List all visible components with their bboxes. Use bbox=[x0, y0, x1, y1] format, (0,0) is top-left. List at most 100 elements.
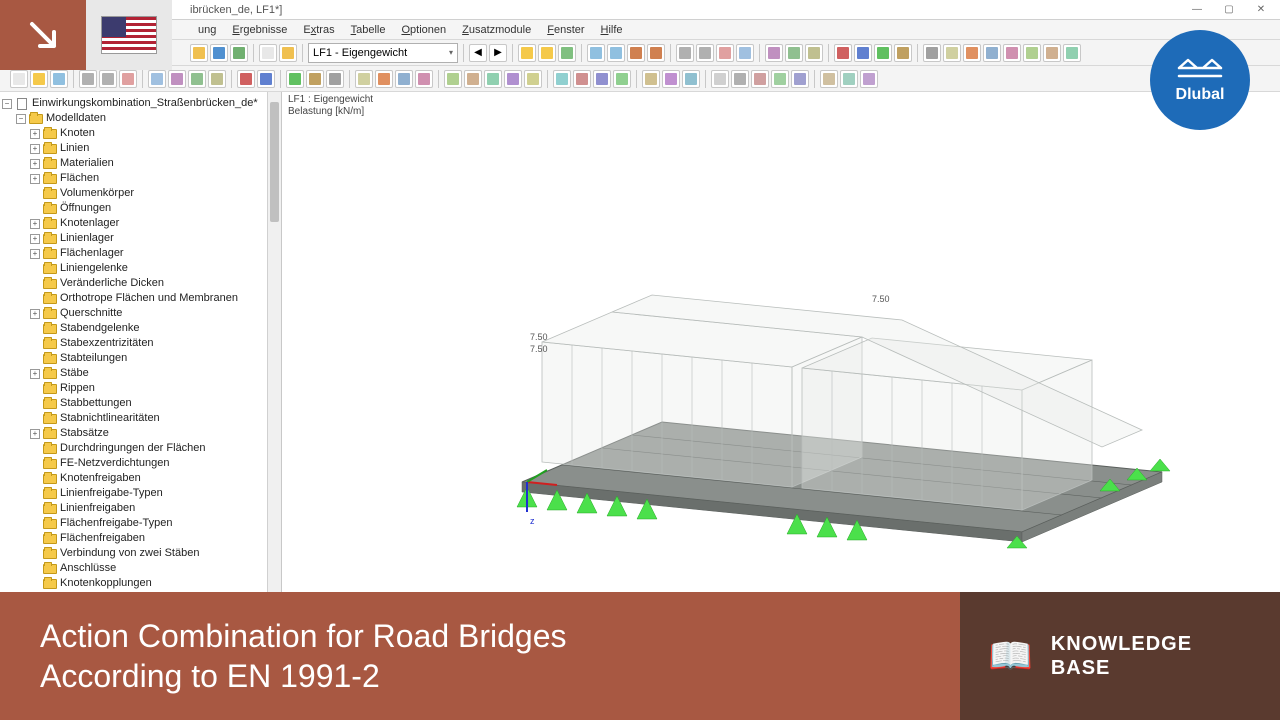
toolbar-button[interactable] bbox=[834, 44, 852, 62]
tree-item[interactable]: Stabendgelenke bbox=[2, 321, 279, 336]
toolbar-button[interactable] bbox=[963, 44, 981, 62]
toolbar-button[interactable] bbox=[148, 70, 166, 88]
toolbar-button[interactable] bbox=[1063, 44, 1081, 62]
toolbar-button[interactable] bbox=[711, 70, 729, 88]
toolbar-button[interactable] bbox=[820, 70, 838, 88]
tree-item[interactable]: Rippen bbox=[2, 381, 279, 396]
toolbar-button[interactable] bbox=[613, 70, 631, 88]
tree-item[interactable]: Knotenfreigaben bbox=[2, 471, 279, 486]
toolbar-button[interactable] bbox=[587, 44, 605, 62]
toolbar-button[interactable] bbox=[10, 70, 28, 88]
toolbar-button[interactable] bbox=[894, 44, 912, 62]
menu-item[interactable]: Fenster bbox=[539, 24, 592, 36]
toolbar-button[interactable] bbox=[464, 70, 482, 88]
toolbar-button[interactable] bbox=[208, 70, 226, 88]
tree-item[interactable]: Knotenkopplungen bbox=[2, 576, 279, 591]
toolbar-button[interactable] bbox=[518, 44, 536, 62]
toolbar-button[interactable] bbox=[50, 70, 68, 88]
toolbar-button[interactable] bbox=[791, 70, 809, 88]
toolbar-button[interactable] bbox=[375, 70, 393, 88]
tree-item[interactable]: Linienfreigabe-Typen bbox=[2, 486, 279, 501]
tree-item[interactable]: +Flächenlager bbox=[2, 246, 279, 261]
tree-item[interactable]: −Einwirkungskombination_Straßenbrücken_d… bbox=[2, 96, 279, 111]
toolbar-button[interactable]: ◀ bbox=[469, 44, 487, 62]
toolbar-button[interactable] bbox=[771, 70, 789, 88]
toolbar-button[interactable] bbox=[647, 44, 665, 62]
tree-item[interactable]: +Materialien bbox=[2, 156, 279, 171]
toolbar-button[interactable] bbox=[607, 44, 625, 62]
tree-item[interactable]: +Linien bbox=[2, 141, 279, 156]
loadcase-combo[interactable]: LF1 - Eigengewicht bbox=[308, 43, 458, 63]
tree-item[interactable]: Anschlüsse bbox=[2, 561, 279, 576]
toolbar-button[interactable] bbox=[573, 70, 591, 88]
toolbar-button[interactable] bbox=[210, 44, 228, 62]
tree-item[interactable]: Volumenkörper bbox=[2, 186, 279, 201]
toolbar-button[interactable] bbox=[716, 44, 734, 62]
toolbar-button[interactable] bbox=[484, 70, 502, 88]
menu-item[interactable]: Extras bbox=[295, 24, 342, 36]
toolbar-button[interactable] bbox=[444, 70, 462, 88]
toolbar-button[interactable] bbox=[943, 44, 961, 62]
toolbar-button[interactable] bbox=[696, 44, 714, 62]
tree-item[interactable]: +Stäbe bbox=[2, 366, 279, 381]
menu-item[interactable]: Ergebnisse bbox=[224, 24, 295, 36]
tree-item[interactable]: +Linienlager bbox=[2, 231, 279, 246]
tree-item[interactable]: Stabexzentrizitäten bbox=[2, 336, 279, 351]
toolbar-button[interactable] bbox=[538, 44, 556, 62]
toolbar-button[interactable] bbox=[751, 70, 769, 88]
toolbar-button[interactable] bbox=[1003, 44, 1021, 62]
toolbar-button[interactable] bbox=[326, 70, 344, 88]
toolbar-button[interactable] bbox=[662, 70, 680, 88]
toolbar-button[interactable] bbox=[230, 44, 248, 62]
toolbar-button[interactable] bbox=[168, 70, 186, 88]
toolbar-button[interactable] bbox=[355, 70, 373, 88]
toolbar-button[interactable] bbox=[805, 44, 823, 62]
toolbar-button[interactable] bbox=[642, 70, 660, 88]
toolbar-button[interactable] bbox=[627, 44, 645, 62]
toolbar-button[interactable] bbox=[593, 70, 611, 88]
tree-item[interactable]: Liniengelenke bbox=[2, 261, 279, 276]
tree-item[interactable]: Stabnichtlinearitäten bbox=[2, 411, 279, 426]
toolbar-button[interactable] bbox=[524, 70, 542, 88]
toolbar-button[interactable] bbox=[840, 70, 858, 88]
tree-item[interactable]: Orthotrope Flächen und Membranen bbox=[2, 291, 279, 306]
toolbar-button[interactable] bbox=[731, 70, 749, 88]
tree-item[interactable]: +Querschnitte bbox=[2, 306, 279, 321]
tree-item[interactable]: Öffnungen bbox=[2, 201, 279, 216]
tree-item[interactable]: Stabteilungen bbox=[2, 351, 279, 366]
toolbar-button[interactable] bbox=[504, 70, 522, 88]
tree-item[interactable]: Verbindung von zwei Stäben bbox=[2, 546, 279, 561]
toolbar-button[interactable] bbox=[860, 70, 878, 88]
toolbar-button[interactable] bbox=[257, 70, 275, 88]
toolbar-button[interactable] bbox=[190, 44, 208, 62]
window-minimize-button[interactable]: — bbox=[1182, 1, 1212, 19]
toolbar-button[interactable] bbox=[983, 44, 1001, 62]
toolbar-button[interactable] bbox=[558, 44, 576, 62]
tree-item[interactable]: +Stabsätze bbox=[2, 426, 279, 441]
toolbar-button[interactable] bbox=[874, 44, 892, 62]
tree-item[interactable]: Veränderliche Dicken bbox=[2, 276, 279, 291]
menu-item[interactable]: Tabelle bbox=[343, 24, 394, 36]
toolbar-button[interactable] bbox=[30, 70, 48, 88]
toolbar-button[interactable] bbox=[1043, 44, 1061, 62]
toolbar-button[interactable] bbox=[415, 70, 433, 88]
toolbar-button[interactable] bbox=[553, 70, 571, 88]
toolbar-button[interactable] bbox=[286, 70, 304, 88]
toolbar-button[interactable] bbox=[237, 70, 255, 88]
toolbar-button[interactable] bbox=[923, 44, 941, 62]
toolbar-button[interactable] bbox=[279, 44, 297, 62]
toolbar-button[interactable] bbox=[854, 44, 872, 62]
toolbar-button[interactable]: ▶ bbox=[489, 44, 507, 62]
toolbar-button[interactable] bbox=[259, 44, 277, 62]
toolbar-button[interactable] bbox=[682, 70, 700, 88]
tree-item[interactable]: +Knotenlager bbox=[2, 216, 279, 231]
toolbar-button[interactable] bbox=[306, 70, 324, 88]
tree-item[interactable]: −Modelldaten bbox=[2, 111, 279, 126]
toolbar-button[interactable] bbox=[79, 70, 97, 88]
toolbar-button[interactable] bbox=[1023, 44, 1041, 62]
toolbar-button[interactable] bbox=[99, 70, 117, 88]
tree-item[interactable]: FE-Netzverdichtungen bbox=[2, 456, 279, 471]
tree-item[interactable]: Flächenfreigaben bbox=[2, 531, 279, 546]
tree-item[interactable]: Durchdringungen der Flächen bbox=[2, 441, 279, 456]
model-viewport[interactable]: LF1 : Eigengewicht Belastung [kN/m] bbox=[282, 92, 1280, 592]
